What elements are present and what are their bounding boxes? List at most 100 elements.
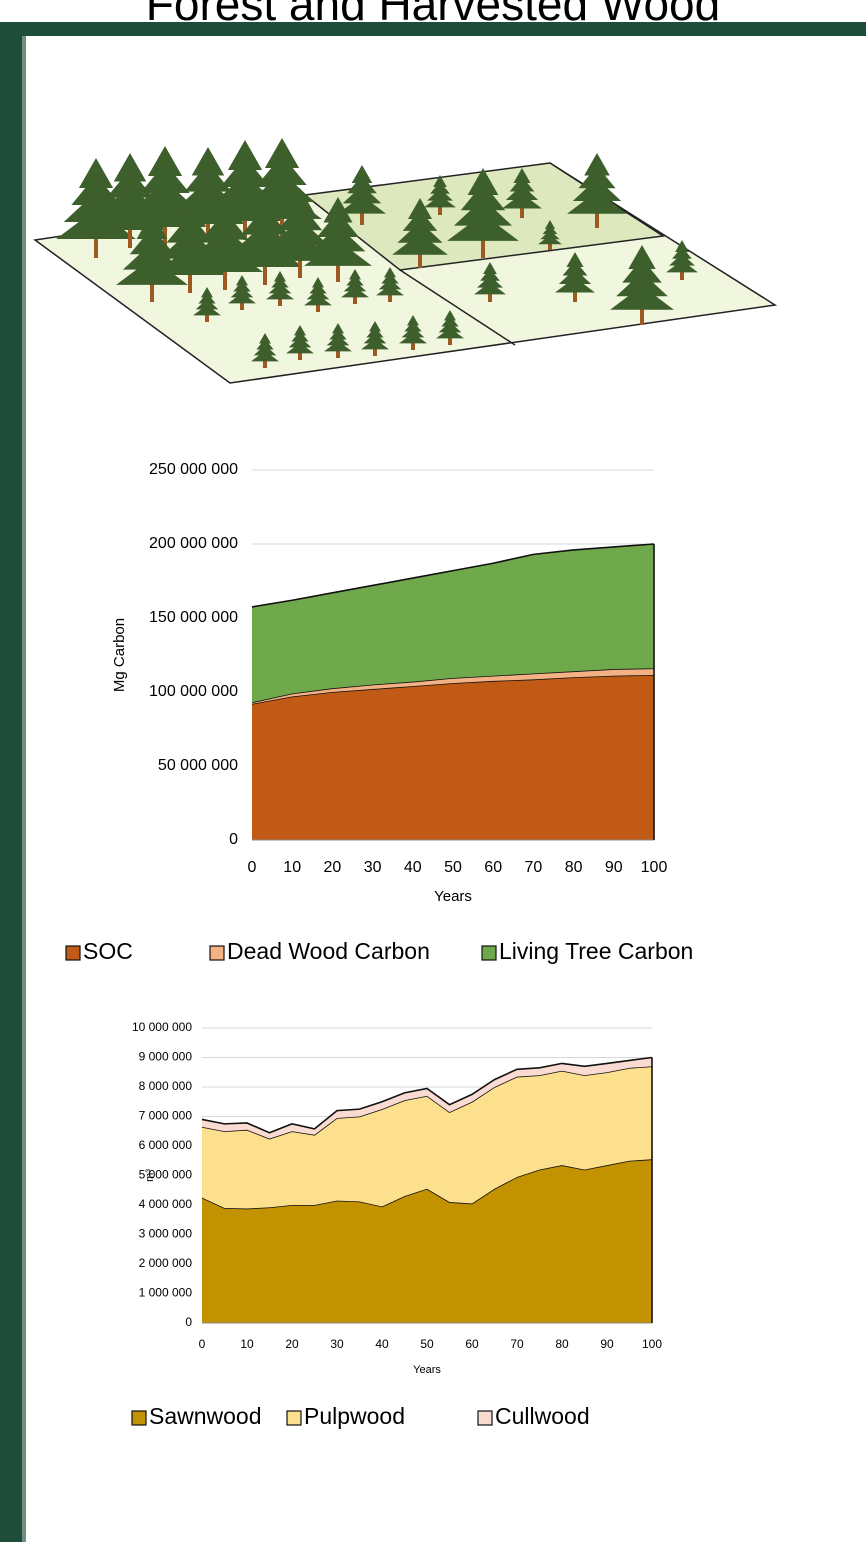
tree-crown — [291, 330, 309, 342]
tree-crown — [253, 344, 277, 356]
tree-crown — [132, 180, 198, 210]
area — [202, 1057, 652, 1139]
tree-crown — [338, 195, 386, 214]
tree-crown — [208, 195, 242, 224]
x-tick-label: 100 — [642, 1337, 662, 1351]
x-tick-label: 0 — [199, 1337, 206, 1351]
x-tick-label: 60 — [484, 859, 502, 876]
tree-crown — [201, 211, 249, 240]
tree-crown — [351, 165, 373, 183]
tree-crown — [381, 272, 399, 284]
x-tick-label: 60 — [465, 1337, 479, 1351]
area-edge — [251, 543, 655, 608]
tree-crown — [399, 332, 427, 344]
tree-crown — [538, 235, 562, 245]
tree-crown — [129, 227, 175, 255]
x-tick-label: 90 — [600, 1337, 614, 1351]
tree-crown — [312, 277, 324, 288]
tree-crown — [268, 282, 292, 294]
left-frame — [0, 22, 22, 1542]
tree-crown — [567, 191, 627, 214]
tree-crown — [369, 321, 381, 332]
tree-crown — [136, 212, 168, 239]
y-tick-label: 4 000 000 — [139, 1197, 193, 1211]
tree-crown — [392, 233, 448, 255]
tree-crown — [140, 163, 190, 193]
legend-label: Cullwood — [495, 1403, 590, 1429]
tree-crown — [256, 338, 274, 350]
tree-crown — [453, 198, 513, 226]
x-tick-label: 100 — [641, 859, 668, 876]
tree-crown — [675, 240, 689, 252]
x-tick-label: 80 — [565, 859, 583, 876]
y-axis-title: m³ — [144, 1169, 156, 1182]
tree-crown — [346, 274, 364, 286]
tree-crown — [477, 275, 503, 288]
y-tick-label: 0 — [229, 831, 238, 848]
tree-crown — [622, 258, 662, 283]
tree-crown — [317, 211, 359, 237]
x-tick-label: 90 — [605, 859, 623, 876]
area — [202, 1066, 652, 1209]
legend-swatch — [65, 945, 81, 961]
tree-crown — [584, 153, 610, 176]
x-tick-label: 40 — [404, 859, 422, 876]
tree-crown — [378, 278, 402, 290]
tree-crown — [404, 320, 422, 332]
tree-crown — [505, 185, 539, 200]
y-tick-label: 100 000 000 — [149, 683, 238, 700]
tree-crown — [616, 272, 668, 297]
x-axis-title: Years — [434, 888, 472, 905]
y-tick-label: 9 000 000 — [139, 1050, 193, 1064]
tree-crown — [460, 183, 506, 211]
tree-crown — [248, 190, 282, 219]
tree-crown — [447, 213, 519, 241]
tree-crown — [555, 277, 595, 293]
y-tick-label: 150 000 000 — [149, 609, 238, 626]
tree-crown — [324, 340, 352, 352]
tree-crown — [113, 153, 147, 182]
x-tick-label: 80 — [555, 1337, 569, 1351]
tree-crown — [233, 280, 251, 292]
tree-crown — [361, 338, 389, 350]
tree-crown — [424, 195, 456, 208]
tree-crown — [106, 169, 154, 198]
legend-swatch — [209, 945, 225, 961]
tree-crown — [116, 257, 188, 285]
y-tick-label: 2 000 000 — [139, 1256, 193, 1270]
tree-crown — [241, 206, 289, 235]
tree-crown — [467, 168, 499, 195]
tree-crown — [509, 176, 535, 192]
tree-crown — [343, 280, 367, 292]
y-tick-label: 200 000 000 — [149, 535, 238, 552]
y-axis-title: Mg Carbon — [111, 618, 128, 692]
x-tick-label: 50 — [420, 1337, 434, 1351]
tree-crown — [341, 286, 369, 298]
tree-crown — [483, 262, 497, 274]
tree-crown — [191, 147, 225, 176]
tree-crown — [147, 146, 183, 176]
tree-crown — [342, 185, 382, 204]
x-tick-label: 20 — [324, 859, 342, 876]
tree-crown — [376, 284, 404, 296]
x-tick-label: 0 — [248, 859, 257, 876]
tree-crown — [329, 328, 347, 340]
tree-crown — [397, 221, 443, 243]
tree-crown — [562, 260, 588, 276]
tree-crown — [306, 288, 330, 300]
y-tick-label: 6 000 000 — [139, 1138, 193, 1152]
tree-crown — [666, 260, 698, 273]
tree-crown — [63, 192, 129, 222]
area — [202, 1159, 652, 1323]
tree-crown — [56, 209, 136, 239]
tree-crown — [628, 245, 656, 269]
tree-crown — [349, 269, 361, 280]
tree-crown — [304, 294, 332, 306]
forest-illustration — [33, 138, 778, 384]
tree-crown — [402, 209, 438, 231]
legend-label: Dead Wood Carbon — [227, 938, 430, 964]
y-tick-label: 7 000 000 — [139, 1109, 193, 1123]
tree-crown — [433, 175, 447, 187]
y-tick-label: 250 000 000 — [149, 461, 238, 478]
